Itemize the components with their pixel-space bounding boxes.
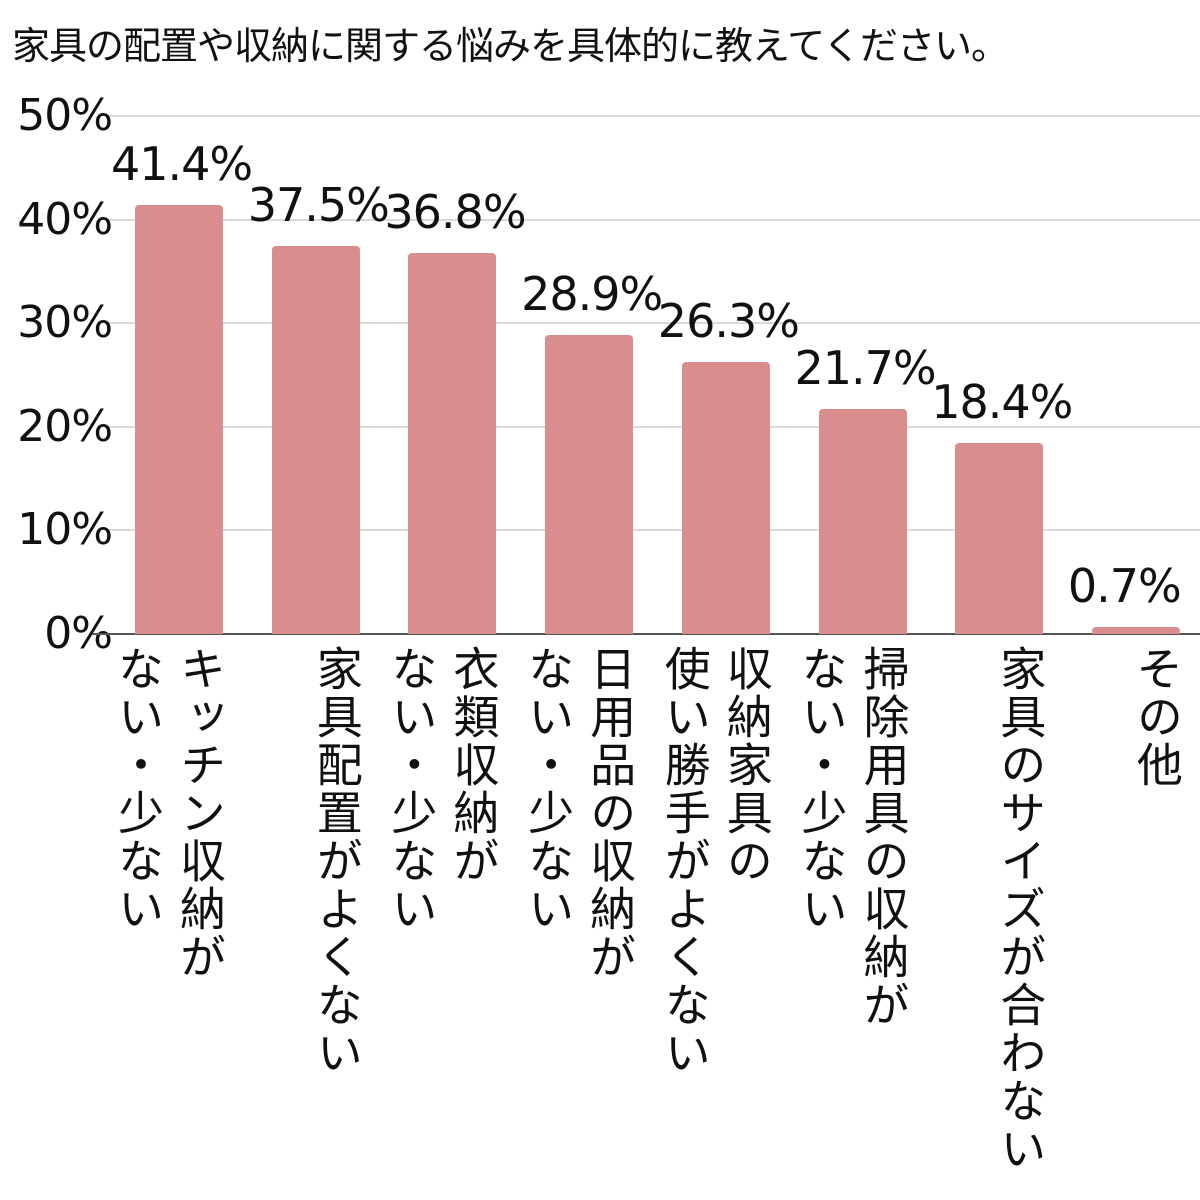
gridline — [108, 425, 1200, 428]
bar — [135, 205, 223, 634]
category-label: 衣類収納が ない・少ない — [384, 645, 501, 933]
bar — [681, 361, 770, 634]
category-label: 家具のサイズが合わない — [993, 645, 1048, 1173]
gridline — [108, 218, 1200, 221]
y-tick-label: 10% — [17, 504, 113, 556]
data-label: 36.8% — [384, 184, 526, 239]
y-tick-label: 40% — [17, 193, 113, 245]
bar — [408, 252, 497, 634]
category-label: 家具配置がよくない — [309, 645, 364, 1077]
gridline — [108, 322, 1200, 325]
y-tick-label: 20% — [17, 400, 113, 452]
gridline — [108, 115, 1200, 117]
data-label: 37.5% — [247, 177, 390, 232]
bar — [818, 409, 907, 634]
category-label: キッチン収納が ない・少ない — [111, 645, 227, 981]
data-label: 0.7% — [1067, 558, 1182, 613]
y-tick-label: 50% — [17, 90, 113, 141]
x-axis-line — [92, 633, 1200, 635]
category-label: その他 — [1129, 645, 1184, 789]
bar — [271, 245, 360, 634]
bar — [545, 334, 634, 634]
chart-title: 家具の配置や収納に関する悩みを具体的に教えてください。 — [12, 24, 1009, 68]
data-label: 18.4% — [931, 375, 1073, 430]
category-label: 収納家具の 使い勝手がよくない — [657, 645, 774, 1077]
data-label: 28.9% — [521, 266, 663, 321]
data-label: 41.4% — [111, 137, 253, 192]
category-label: 掃除用具の収納が ない・少ない — [794, 645, 911, 1029]
category-label: 日用品の収納が ない・少ない — [521, 645, 638, 981]
data-label: 21.7% — [794, 341, 937, 396]
y-tick-label: 30% — [17, 297, 113, 349]
data-label: 26.3% — [657, 293, 800, 348]
bar — [1091, 626, 1180, 634]
gridline — [108, 529, 1200, 532]
bar — [955, 443, 1044, 634]
